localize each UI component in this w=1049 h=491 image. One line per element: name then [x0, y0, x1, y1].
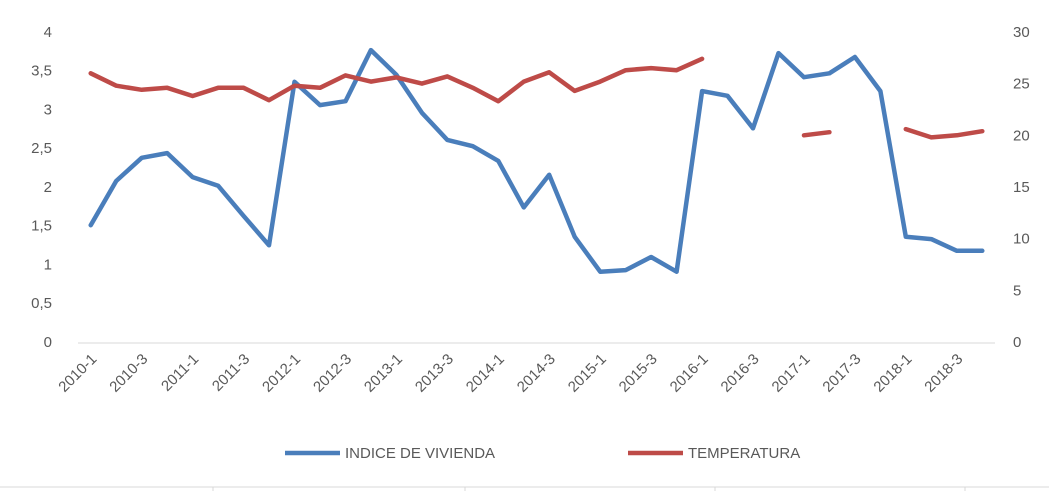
- y-tick-label: 3: [44, 101, 52, 118]
- x-tick-label: 2018-3: [921, 351, 966, 396]
- x-tick-label: 2010-3: [106, 351, 151, 396]
- y-tick-label: 1,5: [31, 218, 52, 235]
- x-tick-label: 2011-1: [158, 351, 202, 395]
- series-line: [88, 47, 985, 274]
- x-tick-label: 2012-3: [310, 351, 355, 396]
- y2-tick-label: 0: [1013, 334, 1021, 351]
- x-tick-label: 2016-3: [718, 351, 763, 396]
- x-tick-label: 2014-1: [463, 351, 508, 396]
- y2-tick-label: 25: [1013, 76, 1030, 93]
- x-tick-label: 2015-3: [616, 351, 661, 396]
- x-tick-label: 2017-3: [819, 351, 864, 396]
- legend-label: TEMPERATURA: [688, 445, 800, 462]
- x-tick-label: 2014-3: [514, 351, 559, 396]
- x-tick-label: 2016-1: [667, 351, 712, 396]
- y-tick-label: 1: [44, 256, 52, 273]
- y-tick-label: 4: [44, 24, 52, 41]
- series-line: [88, 56, 985, 140]
- x-tick-label: 2011-3: [209, 351, 253, 395]
- x-tick-label: 2017-1: [769, 351, 814, 396]
- y-tick-label: 3,5: [31, 63, 52, 80]
- x-tick-label: 2010-1: [55, 351, 100, 396]
- x-tick-label: 2013-1: [361, 351, 406, 396]
- y2-tick-label: 5: [1013, 282, 1021, 299]
- y-tick-label: 2,5: [31, 140, 52, 157]
- y2-tick-label: 10: [1013, 231, 1030, 248]
- y2-tick-label: 15: [1013, 179, 1030, 196]
- x-tick-label: 2012-1: [259, 351, 304, 396]
- y-tick-label: 0,5: [31, 295, 52, 312]
- y-tick-label: 2: [44, 179, 52, 196]
- x-tick-label: 2013-3: [412, 351, 457, 396]
- x-tick-label: 2015-1: [565, 351, 610, 396]
- x-tick-label: 2018-1: [870, 351, 915, 396]
- legend-label: INDICE DE VIVIENDA: [345, 445, 495, 462]
- y2-tick-label: 30: [1013, 24, 1030, 41]
- y2-tick-label: 20: [1013, 127, 1030, 144]
- y-tick-label: 0: [44, 334, 52, 351]
